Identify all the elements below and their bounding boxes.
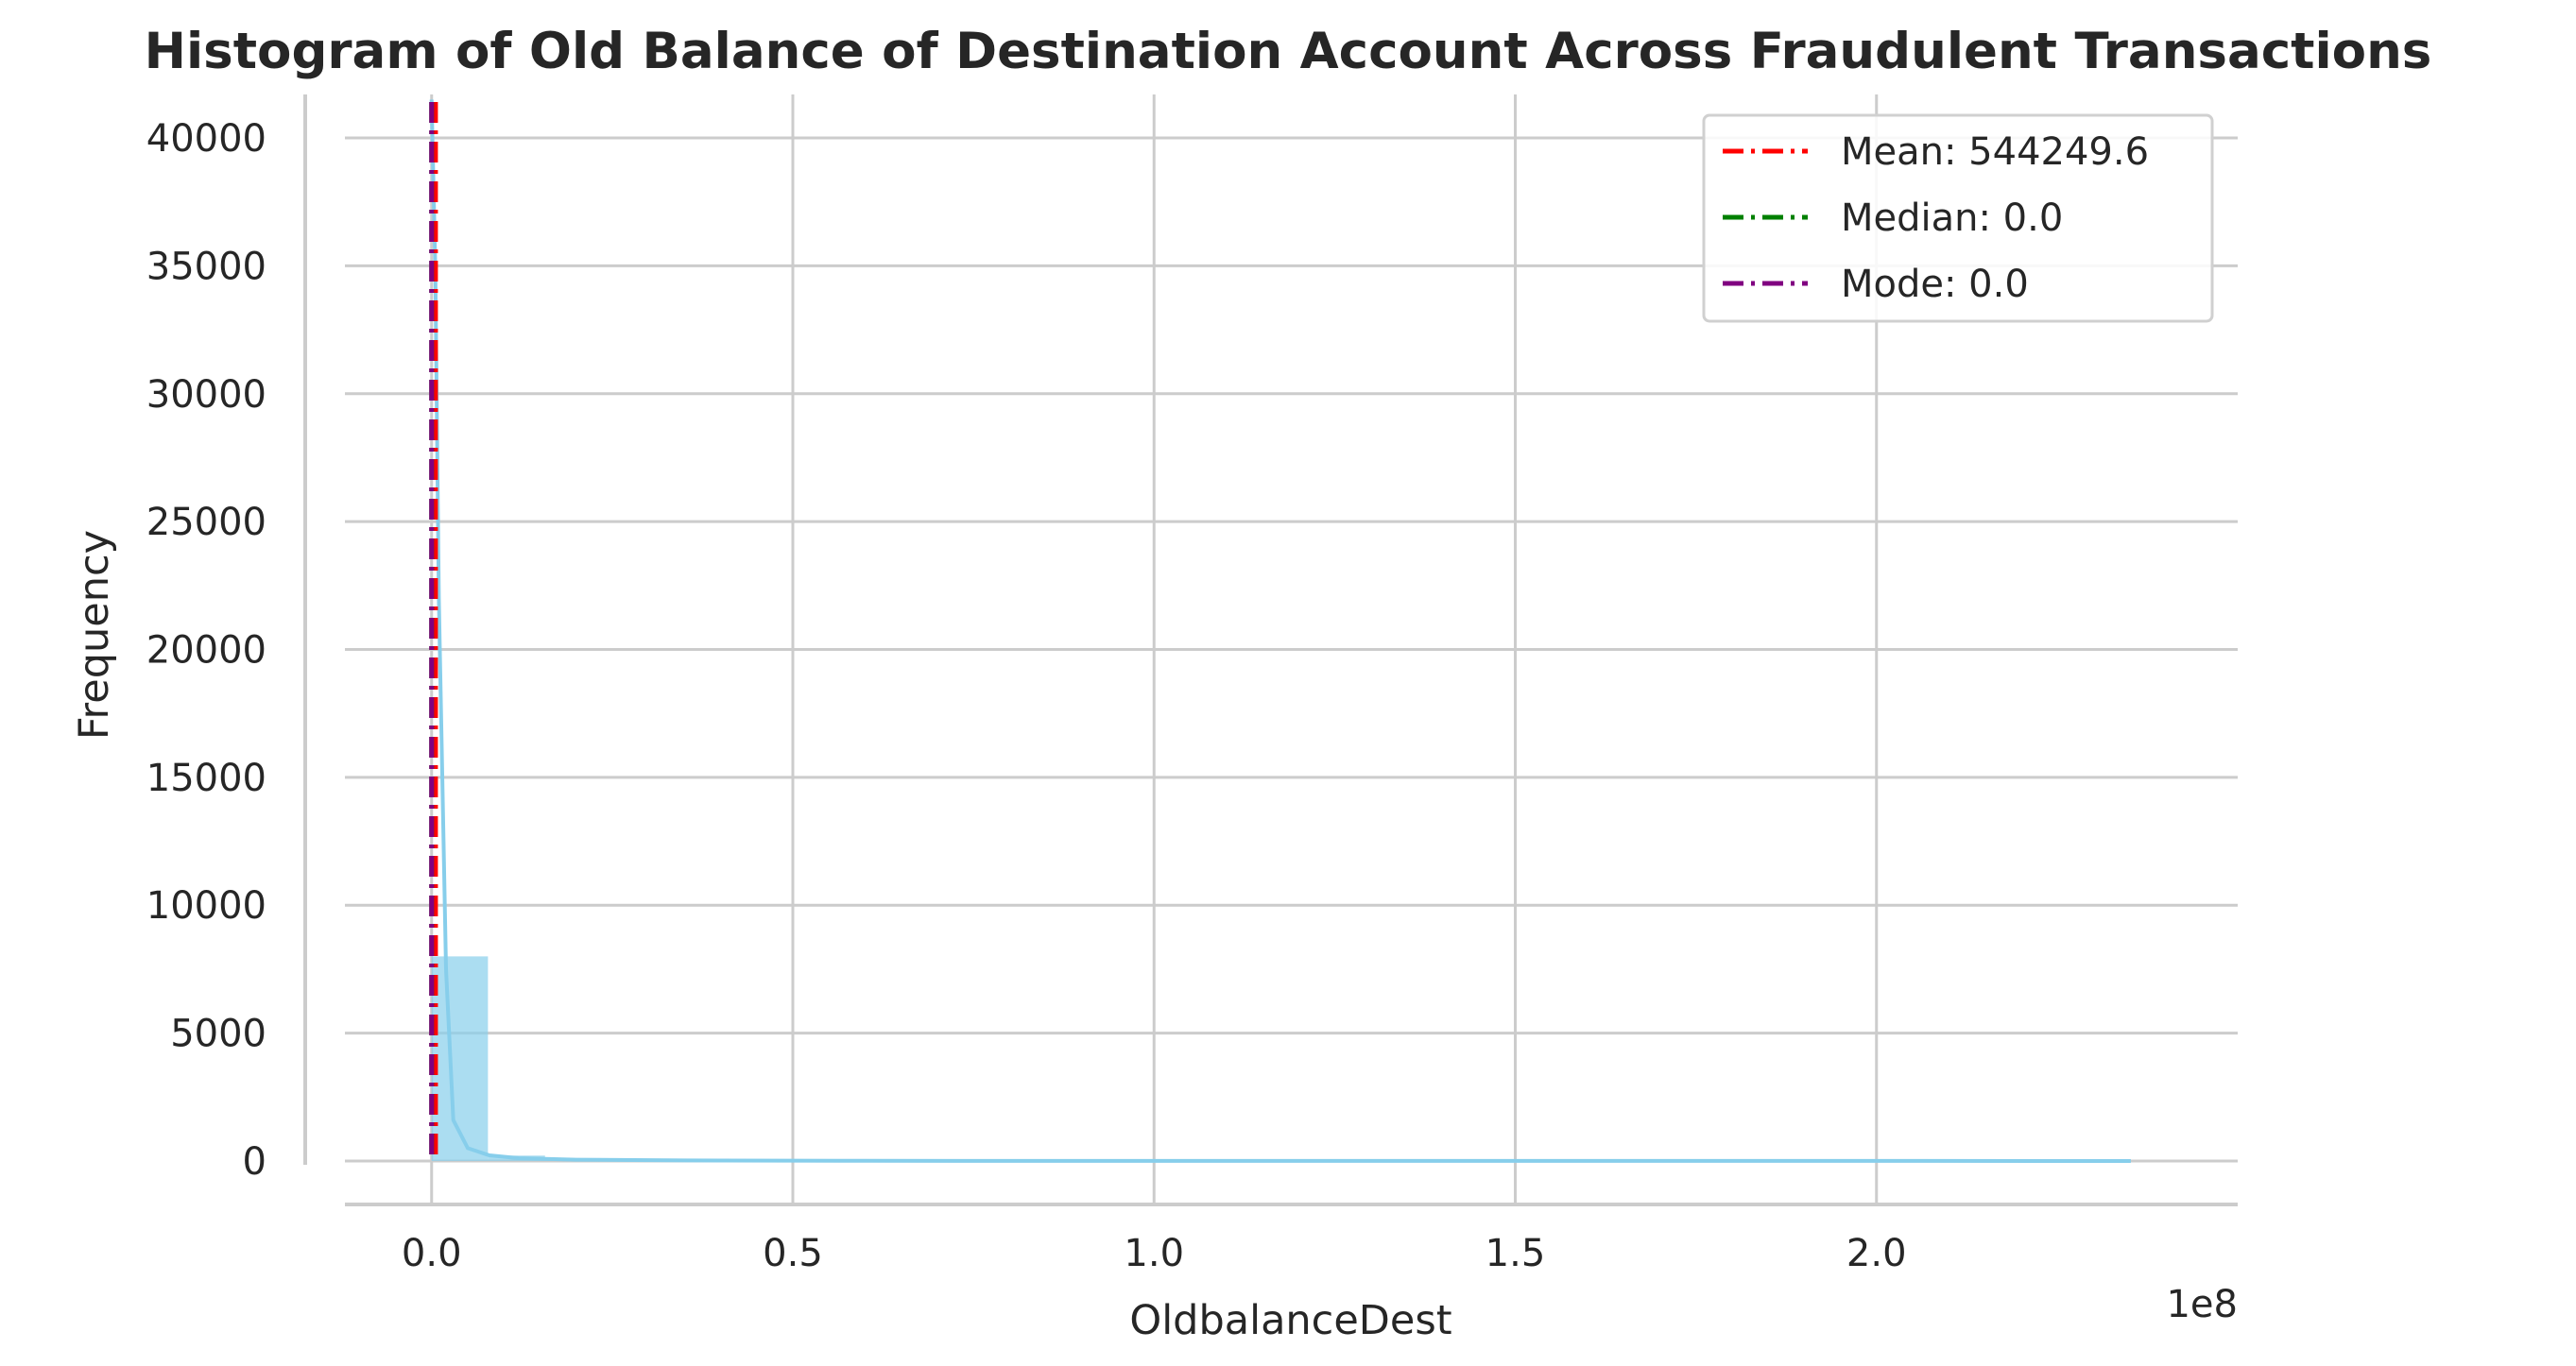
y-tick-label: 10000 (146, 884, 266, 928)
legend-label: Median: 0.0 (1841, 196, 2063, 240)
axis-spines (303, 94, 2238, 1206)
y-tick-label: 15000 (146, 757, 266, 800)
x-tick-label: 1.5 (1485, 1232, 1546, 1275)
y-tick-label: 5000 (170, 1013, 266, 1056)
statistic-lines (429, 102, 438, 1161)
y-tick-label: 35000 (146, 245, 266, 288)
y-tick-label: 30000 (146, 373, 266, 417)
y-tick-label: 0 (243, 1140, 266, 1184)
kde-curve (429, 99, 2131, 1163)
kde-line (429, 99, 2131, 1163)
legend-label: Mode: 0.0 (1841, 263, 2029, 306)
grid-lines (345, 94, 2238, 1204)
x-tick-label: 0.5 (763, 1232, 823, 1275)
legend: Mean: 544249.6 Median: 0.0 Mode: 0.0 (1702, 113, 2214, 323)
y-axis-label: Frequency (71, 530, 118, 740)
histogram-bar (431, 956, 489, 1161)
legend-frame (1702, 113, 2214, 323)
y-tick-label: 40000 (146, 117, 266, 161)
legend-label: Mean: 544249.6 (1841, 130, 2149, 174)
chart-title: Histogram of Old Balance of Destination … (145, 23, 2432, 80)
y-tick-label: 25000 (146, 501, 266, 544)
tick-labels: 0 5000 10000 15000 20000 25000 30000 35000 40000… (146, 117, 1907, 1275)
x-axis-label: OldbalanceDest (1129, 1297, 1451, 1344)
x-tick-label: 0.0 (402, 1232, 462, 1275)
x-offset-label: 1e8 (2166, 1283, 2238, 1326)
y-tick-label: 20000 (146, 629, 266, 673)
x-tick-label: 1.0 (1124, 1232, 1184, 1275)
x-tick-label: 2.0 (1846, 1232, 1907, 1275)
